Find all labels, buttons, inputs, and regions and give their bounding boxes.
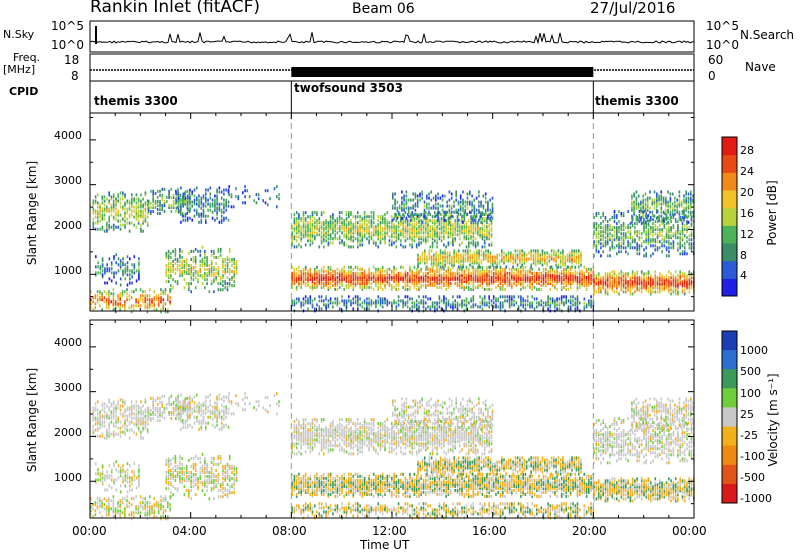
power-cbar-swatch-2	[722, 243, 737, 262]
nsky-label: N.Sky	[3, 28, 35, 41]
cpid-segment-3: themis 3300	[595, 94, 679, 108]
beam-title: Beam 06	[352, 1, 415, 17]
vel-cbar-tick-1000: 1000	[740, 344, 768, 357]
freq-panel-frame	[89, 53, 695, 82]
velocity-colorbar-label: Velocity [m s⁻¹]	[766, 373, 780, 467]
line-series	[89, 26, 695, 77]
velocity-ytick-2000: 2000	[54, 426, 82, 439]
freq-unit-label: [MHz]	[3, 63, 36, 76]
nave-ytick-top: 60	[708, 53, 724, 67]
noise-panel-frame	[89, 20, 695, 53]
colorbars	[721, 136, 738, 504]
velocity-cbar-swatch-5	[722, 426, 737, 447]
freq-dense-band	[291, 67, 594, 77]
power-cbar-tick-12: 12	[740, 228, 754, 241]
station-title: Rankin Inlet (fitACF)	[90, 0, 261, 17]
nave-ytick-bottom: 0	[708, 69, 716, 83]
power-cbar-swatch-5	[722, 190, 737, 209]
power-cbar-frame	[721, 136, 738, 297]
xtick-6: 00:00	[672, 524, 707, 538]
power-ylabel: Slant Range [km]	[25, 160, 39, 266]
power-cbar-swatch-4	[722, 207, 737, 226]
power-cbar-swatch-6	[722, 172, 737, 191]
power-ytick-2000: 2000	[54, 219, 82, 232]
noise-line	[89, 32, 695, 45]
power-cbar-tick-24: 24	[740, 165, 754, 178]
vel-cbar-tick--100: -100	[740, 450, 765, 463]
xtick-0: 00:00	[72, 524, 107, 538]
velocity-cbar-swatch-8	[722, 483, 737, 504]
power-ytick-1000: 1000	[54, 264, 82, 277]
power-cbar-tick-4: 4	[740, 269, 747, 282]
vel-cbar-tick-25: 25	[740, 408, 754, 421]
freq-label: Freq.	[13, 51, 41, 64]
power-ytick-3000: 3000	[54, 174, 82, 187]
velocity-scatter-cells	[90, 392, 695, 521]
noise-ytick-top-right: 10^5	[706, 19, 739, 33]
cpid-segment-2: twofsound 3503	[294, 81, 403, 95]
power-cbar-swatch-8	[722, 137, 737, 156]
x-axis-label: Time UT	[360, 538, 410, 552]
noise-ytick-bottom-left: 10^0	[51, 38, 84, 52]
velocity-cbar-swatch-0	[722, 331, 737, 351]
velocity-cbar-swatch-7	[722, 464, 737, 485]
cpid-label: CPID	[9, 85, 39, 98]
vel-cbar-tick--500: -500	[740, 471, 765, 484]
power-cbar-swatch-7	[722, 154, 737, 173]
power-cbar-tick-28: 28	[740, 144, 754, 157]
vel-cbar-tick-500: 500	[740, 365, 761, 378]
power-cbar-swatch-3	[722, 225, 737, 244]
velocity-cbar-swatch-2	[722, 369, 737, 389]
power-cbar-tick-8: 8	[740, 249, 747, 262]
xtick-3: 12:00	[372, 524, 407, 538]
velocity-cbar-swatch-3	[722, 388, 737, 408]
power-cbar-swatch-0	[722, 278, 737, 297]
velocity-ytick-3000: 3000	[54, 381, 82, 394]
xtick-4: 16:00	[472, 524, 507, 538]
noise-ytick-bottom-right: 10^0	[706, 38, 739, 52]
power-colorbar-label: Power [dB]	[765, 180, 779, 246]
velocity-cbar-frame	[721, 330, 738, 504]
xtick-5: 20:00	[572, 524, 607, 538]
power-cbar-tick-20: 20	[740, 186, 754, 199]
date-title: 27/Jul/2016	[590, 0, 676, 17]
vel-cbar-tick--1000: -1000	[740, 492, 772, 505]
noise-ytick-top-left: 10^5	[51, 19, 84, 33]
freq-ytick-bottom: 8	[71, 69, 79, 83]
velocity-cbar-swatch-1	[722, 350, 737, 370]
xtick-2: 08:00	[272, 524, 307, 538]
velocity-ytick-1000: 1000	[54, 471, 82, 484]
nave-label: Nave	[745, 60, 776, 74]
xtick-1: 04:00	[172, 524, 207, 538]
axis-ticks	[89, 113, 695, 518]
power-scatter-cells	[90, 185, 695, 314]
velocity-cbar-swatch-6	[722, 445, 737, 466]
velocity-ytick-4000: 4000	[54, 336, 82, 349]
velocity-cbar-swatch-4	[722, 407, 737, 427]
power-cbar-swatch-1	[722, 260, 737, 279]
vel-cbar-tick--25: -25	[740, 429, 758, 442]
nsearch-label: N.Search	[740, 28, 795, 42]
vel-cbar-tick-100: 100	[740, 387, 761, 400]
cpid-segment-1: themis 3300	[94, 94, 178, 108]
freq-ytick-top: 18	[64, 53, 80, 67]
power-cbar-tick-16: 16	[740, 207, 754, 220]
power-ytick-4000: 4000	[54, 129, 82, 142]
velocity-ylabel: Slant Range [km]	[25, 367, 39, 473]
